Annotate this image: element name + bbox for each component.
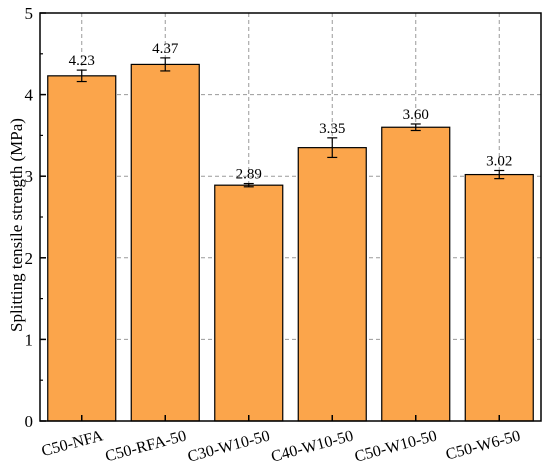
- bar-1: [130, 63, 200, 422]
- error-bar-5: [494, 169, 505, 180]
- data-label-2: 2.89: [236, 167, 262, 183]
- data-label-0: 4.23: [69, 53, 95, 69]
- data-label-1: 4.37: [152, 41, 179, 57]
- data-label-4: 3.60: [403, 107, 429, 123]
- x-tick-label-5: C50-W6-50: [444, 427, 522, 463]
- y-tick-label-0: 0: [25, 412, 34, 431]
- error-bar-1: [160, 57, 171, 72]
- bar-2: [214, 184, 284, 422]
- bar-0: [47, 75, 117, 422]
- x-tick-label-1: C50-RFA-50: [103, 427, 188, 463]
- data-label-3: 3.35: [319, 121, 345, 137]
- x-tick-label-2: C30-W10-50: [186, 427, 272, 463]
- y-tick-label-5: 5: [25, 4, 34, 23]
- bar-5: [464, 173, 534, 422]
- data-labels: 4.23 4.37 2.89 3.35 3.60 3.02: [69, 41, 513, 183]
- error-bar-2: [243, 182, 254, 188]
- bars: [47, 63, 534, 422]
- data-label-5: 3.02: [486, 153, 512, 169]
- y-tick-label-2: 2: [25, 249, 34, 268]
- error-bar-4: [410, 123, 421, 132]
- error-bar-3: [327, 137, 338, 159]
- bar-3: [297, 147, 367, 422]
- x-tick-label-0: C50-NFA: [40, 427, 106, 460]
- bar-4: [381, 126, 451, 422]
- y-tick-label-4: 4: [25, 86, 34, 105]
- y-tick-label-3: 3: [25, 167, 34, 186]
- error-bars: [76, 57, 505, 188]
- y-tick-label-1: 1: [25, 330, 34, 349]
- x-tick-label-4: C50-W10-50: [353, 427, 439, 463]
- error-bar-0: [76, 69, 87, 83]
- x-tick-label-3: C40-W10-50: [269, 427, 355, 463]
- y-axis-title: Splitting tensile strength (MPa): [7, 118, 26, 332]
